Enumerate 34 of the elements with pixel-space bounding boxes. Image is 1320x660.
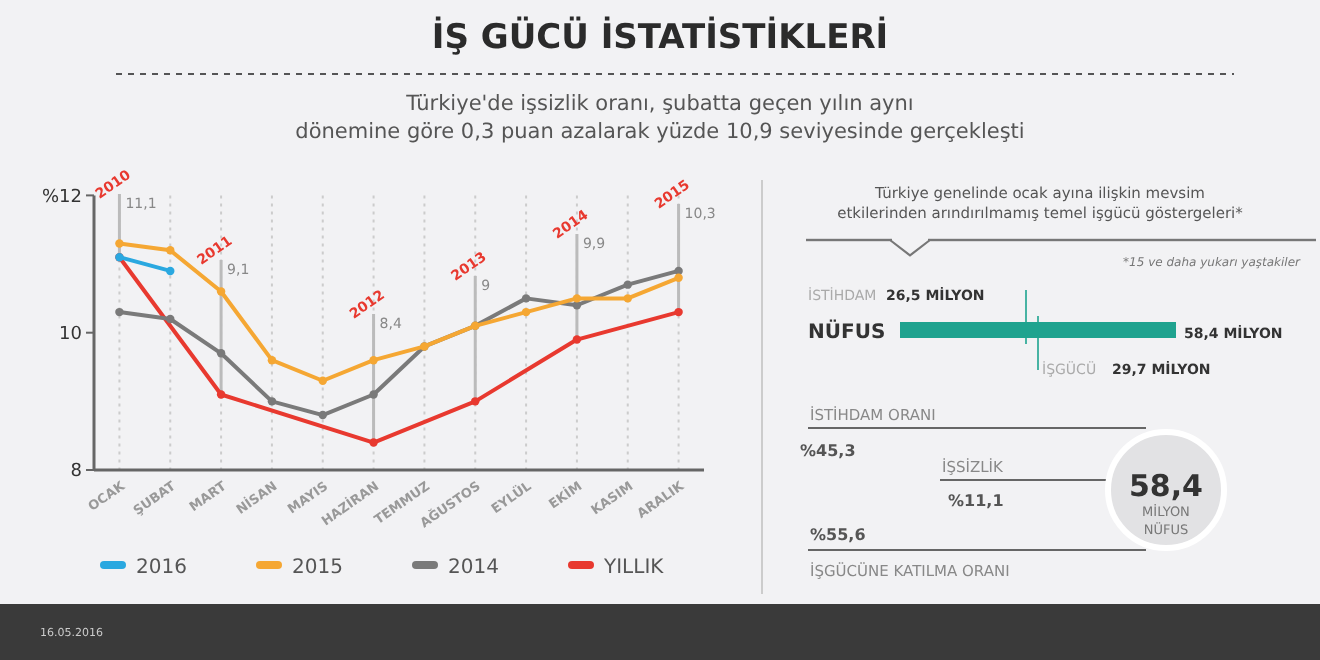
point: [318, 376, 327, 385]
chart-title: İŞ GÜCÜ İSTATİSTİKLERİ: [431, 16, 889, 58]
point: [521, 307, 531, 317]
point: [318, 410, 327, 420]
y-tick-label: 8: [70, 462, 83, 483]
point: [166, 314, 175, 324]
text: %11,1: [948, 492, 1005, 510]
y-tick-label: %12: [41, 187, 82, 208]
point: [267, 397, 277, 406]
y-tick-label: 10: [59, 325, 83, 345]
point: [623, 294, 632, 303]
legend-label: 2014: [448, 557, 499, 579]
legend-label: 2015: [292, 557, 343, 579]
point: [267, 355, 277, 365]
text: %55,6: [810, 526, 867, 544]
point: [166, 266, 175, 276]
point: [216, 287, 226, 296]
legend-label: 2016: [136, 557, 187, 579]
point: [674, 273, 683, 282]
point: [115, 239, 124, 248]
point: [216, 349, 226, 358]
point: [572, 294, 582, 303]
text: 58,4: [1128, 468, 1204, 504]
text: %45,3: [800, 442, 856, 460]
point: [369, 390, 378, 399]
point: [521, 294, 531, 303]
point: [369, 355, 378, 365]
point: [674, 266, 683, 276]
legend-label: YILLIK: [602, 557, 665, 579]
chart-subtitle: Türkiye'de işsizlik oranı, şubatta geçen yılın aynı dönemine göre 0,3 puan azalarak yüzde 10,9 seviyesinde gerçekleşti: [295, 92, 1025, 144]
point: [115, 307, 124, 317]
text: NÜFUS: [808, 318, 886, 344]
point: [623, 280, 632, 289]
point: [166, 246, 175, 255]
